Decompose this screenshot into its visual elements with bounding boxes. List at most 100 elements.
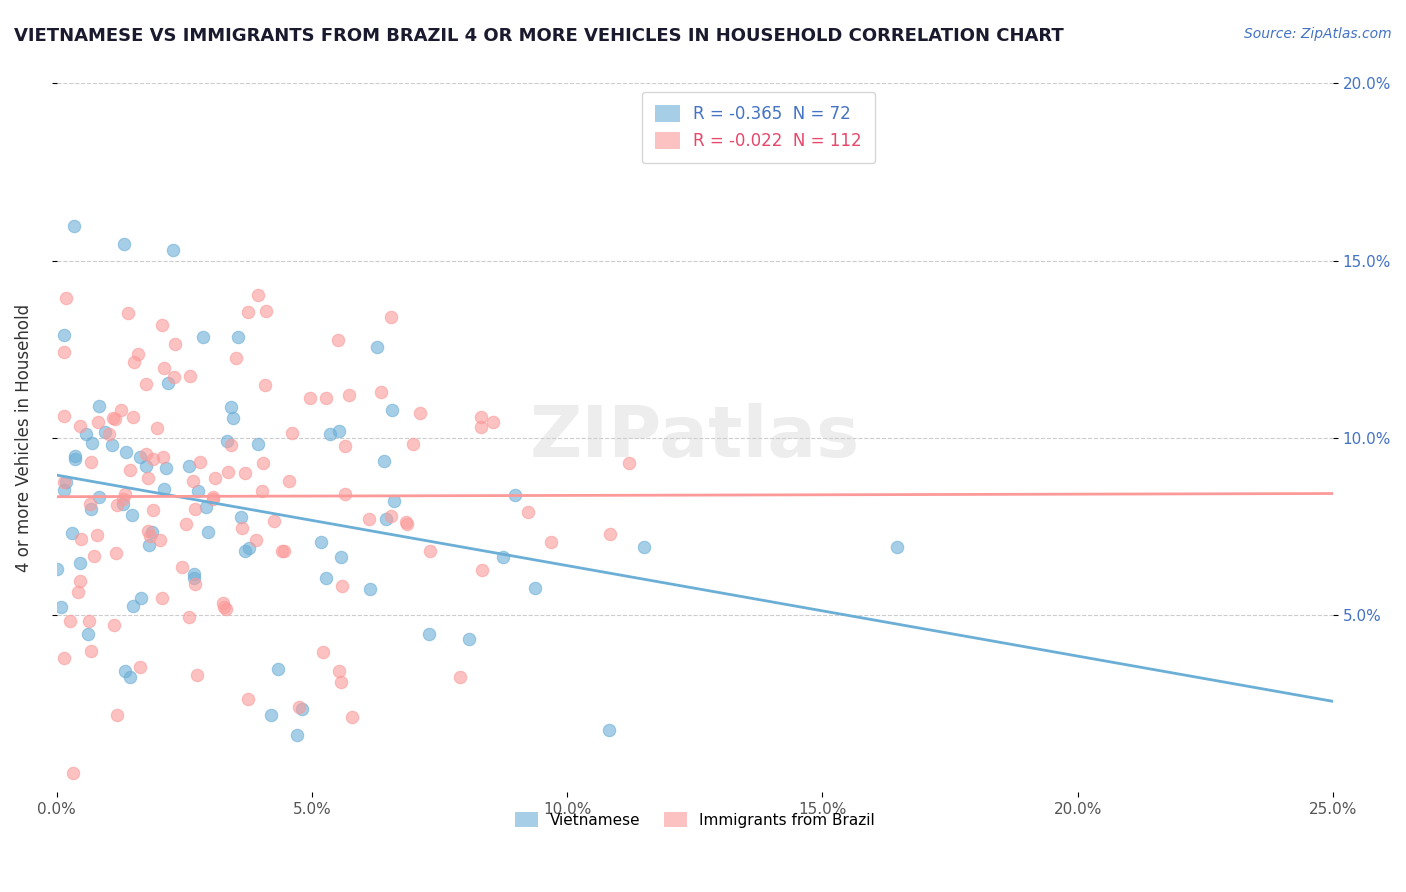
Point	[516, 505, 538, 519]
Point	[75, 427, 97, 442]
Point	[197, 524, 219, 539]
Point	[523, 581, 546, 595]
Point	[217, 465, 239, 479]
Point	[179, 369, 201, 384]
Point	[183, 571, 205, 585]
Point	[312, 645, 335, 659]
Point	[177, 459, 200, 474]
Point	[252, 456, 274, 470]
Point	[53, 328, 76, 343]
Point	[79, 497, 101, 511]
Point	[80, 436, 103, 450]
Point	[142, 452, 165, 467]
Point	[278, 474, 301, 488]
Point	[152, 450, 174, 464]
Point	[187, 484, 209, 499]
Point	[229, 509, 252, 524]
Point	[271, 544, 294, 558]
Point	[319, 427, 342, 442]
Point	[246, 437, 269, 451]
Point	[335, 439, 357, 453]
Point	[366, 340, 388, 354]
Y-axis label: 4 or more Vehicles in Household: 4 or more Vehicles in Household	[15, 303, 32, 572]
Point	[87, 399, 110, 413]
Point	[186, 668, 208, 682]
Point	[309, 535, 332, 549]
Point	[129, 591, 152, 606]
Point	[418, 627, 440, 641]
Legend: Vietnamese, Immigrants from Brazil: Vietnamese, Immigrants from Brazil	[509, 805, 880, 834]
Point	[105, 546, 128, 560]
Point	[157, 376, 180, 391]
Point	[382, 494, 405, 508]
Point	[217, 434, 239, 449]
Point	[136, 471, 159, 485]
Point	[122, 354, 145, 368]
Point	[77, 615, 100, 629]
Point	[80, 501, 103, 516]
Point	[183, 474, 205, 488]
Point	[598, 723, 620, 738]
Point	[204, 470, 226, 484]
Point	[273, 544, 295, 558]
Point	[263, 514, 285, 528]
Point	[69, 574, 91, 588]
Point	[233, 544, 256, 558]
Point	[375, 511, 398, 525]
Point	[127, 347, 149, 361]
Point	[104, 412, 127, 426]
Point	[101, 411, 124, 425]
Point	[247, 288, 270, 302]
Point	[226, 330, 249, 344]
Point	[329, 675, 352, 690]
Point	[373, 454, 395, 468]
Point	[121, 508, 143, 522]
Point	[221, 410, 243, 425]
Text: Source: ZipAtlas.com: Source: ZipAtlas.com	[1244, 27, 1392, 41]
Point	[152, 318, 174, 333]
Point	[46, 562, 69, 576]
Point	[470, 410, 492, 425]
Point	[633, 540, 655, 554]
Point	[55, 291, 77, 305]
Point	[148, 533, 170, 547]
Point	[83, 549, 105, 563]
Point	[191, 330, 214, 344]
Point	[290, 702, 312, 716]
Point	[238, 541, 260, 556]
Point	[135, 447, 157, 461]
Point	[254, 304, 277, 318]
Point	[886, 540, 908, 554]
Point	[449, 670, 471, 684]
Point	[67, 584, 90, 599]
Point	[299, 391, 322, 405]
Point	[135, 458, 157, 473]
Point	[155, 461, 177, 475]
Point	[328, 424, 350, 438]
Point	[236, 305, 259, 319]
Point	[409, 406, 432, 420]
Point	[163, 369, 186, 384]
Point	[115, 444, 138, 458]
Point	[86, 528, 108, 542]
Point	[52, 651, 75, 665]
Point	[52, 475, 75, 490]
Text: VIETNAMESE VS IMMIGRANTS FROM BRAZIL 4 OR MORE VEHICLES IN HOUSEHOLD CORRELATION: VIETNAMESE VS IMMIGRANTS FROM BRAZIL 4 O…	[14, 27, 1064, 45]
Point	[260, 708, 283, 723]
Point	[359, 582, 381, 597]
Point	[471, 563, 494, 577]
Point	[231, 521, 253, 535]
Point	[69, 556, 91, 570]
Point	[328, 333, 350, 347]
Point	[111, 491, 134, 506]
Point	[330, 549, 353, 564]
Point	[80, 644, 103, 658]
Point	[63, 219, 86, 233]
Point	[110, 403, 132, 417]
Point	[138, 538, 160, 552]
Point	[65, 450, 87, 464]
Point	[225, 351, 247, 365]
Point	[328, 665, 350, 679]
Point	[55, 475, 77, 490]
Point	[120, 670, 142, 684]
